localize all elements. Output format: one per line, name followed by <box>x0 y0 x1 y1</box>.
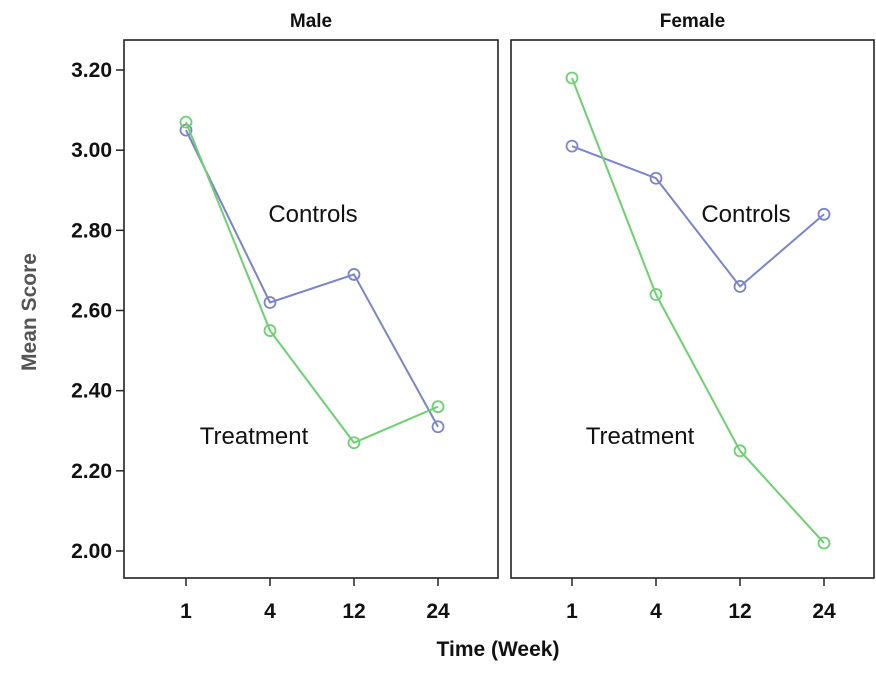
y-tick-label: 2.20 <box>71 460 112 483</box>
data-point-treatment <box>565 71 579 85</box>
panel-title-female: Female <box>660 11 725 32</box>
data-point-treatment <box>817 536 831 550</box>
data-point-treatment <box>649 288 663 301</box>
data-point-treatment <box>733 444 747 458</box>
series-label-controls: Controls <box>268 201 357 228</box>
panel-frame-female <box>510 39 875 579</box>
data-point-controls <box>733 280 747 293</box>
data-point-treatment <box>179 115 193 129</box>
series-line-treatment <box>185 121 439 445</box>
data-point-controls <box>649 171 663 185</box>
x-axis-label: Time (Week) <box>437 638 560 661</box>
y-tick-label: 2.40 <box>71 380 112 403</box>
panel-frame-male <box>123 39 499 579</box>
data-point-treatment <box>347 436 361 450</box>
data-point-controls <box>431 420 445 434</box>
series-line-controls <box>185 129 439 428</box>
y-tick-label: 2.80 <box>71 219 112 242</box>
y-tick-label: 2.60 <box>71 300 112 323</box>
y-tick-label: 3.20 <box>71 59 112 82</box>
data-point-controls <box>263 296 277 309</box>
x-tick-label: 12 <box>342 600 365 623</box>
panel-title-male: Male <box>290 11 332 32</box>
x-tick-label: 1 <box>180 600 192 623</box>
x-tick-label: 24 <box>426 600 450 623</box>
data-point-controls <box>565 139 579 153</box>
data-point-controls <box>817 207 831 221</box>
series-line-controls <box>571 145 825 288</box>
y-axis-label: Mean Score <box>18 253 41 371</box>
y-tick-label: 2.00 <box>71 540 112 563</box>
series-label-treatment: Treatment <box>586 423 695 450</box>
data-point-treatment <box>431 400 445 414</box>
series-line-treatment <box>571 77 825 544</box>
data-point-treatment <box>263 324 277 337</box>
x-tick-label: 12 <box>728 600 751 623</box>
series-label-treatment: Treatment <box>200 423 309 450</box>
x-tick-label: 4 <box>264 600 276 623</box>
x-tick-label: 4 <box>650 600 662 623</box>
x-tick-label: 1 <box>566 600 578 623</box>
data-point-controls <box>347 268 361 281</box>
y-tick-label: 3.00 <box>71 139 112 162</box>
series-label-controls: Controls <box>701 201 790 228</box>
x-tick-label: 24 <box>812 600 836 623</box>
